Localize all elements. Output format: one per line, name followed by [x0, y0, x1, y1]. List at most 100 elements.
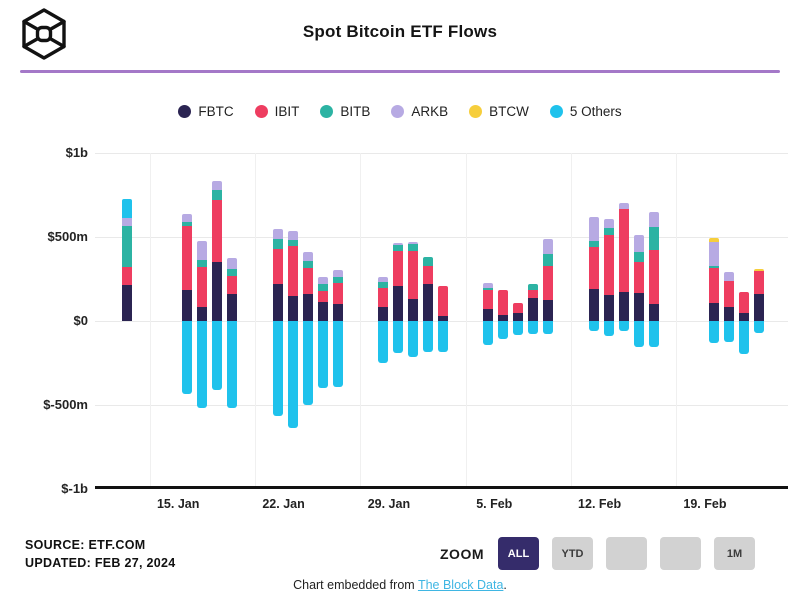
bar-segment-arkb-jan-30[interactable]: [392, 242, 403, 245]
bar-segment-ibit-jan-30[interactable]: [392, 251, 403, 286]
legend-item-arkb[interactable]: ARKB: [391, 104, 448, 119]
legend-item-bitb[interactable]: BITB: [320, 104, 370, 119]
bar-segment-fbtc-feb-7[interactable]: [513, 313, 524, 321]
bar-segment-ibit-jan-23[interactable]: [287, 246, 298, 296]
bar-segment-others-jan-22[interactable]: [272, 321, 283, 416]
bar-segment-arkb-jan-29[interactable]: [377, 277, 388, 283]
bar-segment-fbtc-feb-20[interactable]: [709, 302, 719, 321]
bar-segment-bitb-feb-20[interactable]: [709, 265, 719, 269]
bar-segment-others-feb-14[interactable]: [618, 321, 629, 332]
bar-segment-bitb-feb-13[interactable]: [603, 227, 614, 236]
bar-segment-bitb-jan-26[interactable]: [332, 277, 343, 284]
legend-item-ibit[interactable]: IBIT: [254, 104, 299, 119]
bar-segment-arkb-jan-16[interactable]: [182, 214, 193, 222]
bar-segment-bitb-jan-24[interactable]: [302, 260, 313, 269]
bar-segment-arkb-feb-14[interactable]: [618, 203, 629, 210]
bar-segment-others-jan-24[interactable]: [302, 321, 313, 405]
bar-segment-fbtc-feb-1[interactable]: [423, 284, 434, 321]
bar-segment-others-jan-23[interactable]: [287, 321, 298, 428]
bar-segment-ibit-feb-14[interactable]: [618, 209, 629, 293]
bar-segment-ibit-feb-2[interactable]: [438, 285, 449, 316]
bar-segment-others-feb-20[interactable]: [709, 321, 719, 343]
bar-segment-fbtc-jan-22[interactable]: [272, 284, 283, 321]
bar-segment-fbtc-feb-15[interactable]: [633, 293, 644, 321]
bar-segment-fbtc-jan-12[interactable]: [122, 284, 133, 321]
bar-segment-ibit-feb-1[interactable]: [423, 266, 434, 285]
zoom-button-ytd[interactable]: YTD: [552, 537, 593, 570]
bar-segment-ibit-feb-21[interactable]: [724, 280, 735, 307]
bar-segment-fbtc-jan-18[interactable]: [212, 262, 223, 321]
bar-segment-arkb-jan-12[interactable]: [122, 217, 133, 227]
bar-segment-fbtc-feb-13[interactable]: [603, 294, 614, 321]
bar-segment-others-feb-15[interactable]: [633, 321, 644, 348]
bar-segment-fbtc-feb-2[interactable]: [438, 315, 449, 321]
bar-segment-arkb-jan-22[interactable]: [272, 229, 283, 239]
zoom-button-1m[interactable]: 1M: [714, 537, 755, 570]
bar-segment-btcw-feb-23[interactable]: [754, 268, 765, 272]
bar-segment-fbtc-jan-16[interactable]: [182, 289, 193, 321]
bar-segment-fbtc-jan-26[interactable]: [332, 304, 343, 321]
bar-segment-bitb-feb-1[interactable]: [423, 257, 434, 267]
bar-segment-bitb-feb-16[interactable]: [648, 226, 659, 250]
bar-segment-arkb-jan-19[interactable]: [227, 258, 238, 269]
bar-segment-ibit-jan-18[interactable]: [212, 200, 223, 263]
zoom-button-blank-2[interactable]: [606, 537, 647, 570]
bar-segment-others-feb-13[interactable]: [603, 321, 614, 337]
bar-segment-bitb-jan-12[interactable]: [122, 226, 133, 268]
bar-segment-fbtc-feb-16[interactable]: [648, 304, 659, 321]
bar-segment-others-feb-2[interactable]: [438, 321, 449, 353]
bar-segment-ibit-jan-26[interactable]: [332, 283, 343, 305]
bar-segment-arkb-feb-5[interactable]: [483, 283, 494, 289]
bar-segment-arkb-jan-31[interactable]: [408, 242, 418, 244]
bar-segment-others-feb-5[interactable]: [483, 321, 494, 346]
bar-segment-fbtc-feb-23[interactable]: [754, 294, 765, 321]
bar-segment-arkb-feb-13[interactable]: [603, 218, 614, 228]
bar-segment-fbtc-feb-6[interactable]: [498, 315, 509, 321]
bar-segment-arkb-feb-9[interactable]: [543, 238, 554, 254]
bar-segment-ibit-feb-22[interactable]: [739, 292, 750, 313]
bar-segment-fbtc-feb-8[interactable]: [528, 298, 539, 321]
bar-segment-ibit-jan-19[interactable]: [227, 275, 238, 295]
bar-segment-fbtc-jan-29[interactable]: [377, 306, 388, 321]
bar-segment-others-feb-9[interactable]: [543, 321, 554, 334]
bar-segment-ibit-jan-25[interactable]: [317, 290, 328, 302]
bar-segment-bitb-jan-16[interactable]: [182, 221, 193, 227]
bar-segment-arkb-feb-20[interactable]: [709, 242, 719, 266]
bar-segment-ibit-feb-7[interactable]: [513, 303, 524, 314]
bar-segment-bitb-feb-15[interactable]: [633, 252, 644, 263]
bar-segment-fbtc-jan-23[interactable]: [287, 295, 298, 321]
bar-segment-bitb-feb-8[interactable]: [528, 284, 539, 290]
bar-segment-fbtc-feb-12[interactable]: [588, 289, 599, 321]
zoom-button-all[interactable]: ALL: [498, 537, 539, 570]
bar-segment-others-feb-21[interactable]: [724, 321, 735, 342]
bar-segment-ibit-feb-16[interactable]: [648, 249, 659, 305]
bar-segment-bitb-jan-31[interactable]: [408, 243, 418, 252]
bar-segment-ibit-feb-8[interactable]: [528, 289, 539, 299]
bar-segment-ibit-jan-22[interactable]: [272, 248, 283, 285]
bar-segment-fbtc-feb-5[interactable]: [483, 309, 494, 321]
bar-segment-fbtc-feb-22[interactable]: [739, 312, 750, 321]
bar-segment-ibit-feb-5[interactable]: [483, 289, 494, 310]
bar-segment-others-feb-23[interactable]: [754, 321, 765, 333]
bar-segment-ibit-jan-16[interactable]: [182, 226, 193, 290]
bar-segment-arkb-jan-25[interactable]: [317, 277, 328, 285]
bar-segment-ibit-feb-6[interactable]: [498, 289, 509, 316]
bar-segment-others-jan-16[interactable]: [182, 321, 193, 395]
bar-segment-others-feb-12[interactable]: [588, 321, 599, 332]
bar-segment-others-jan-25[interactable]: [317, 321, 328, 389]
bar-segment-others-feb-22[interactable]: [739, 321, 750, 354]
bar-segment-bitb-jan-30[interactable]: [392, 244, 403, 252]
bar-segment-fbtc-feb-9[interactable]: [543, 300, 554, 321]
bar-segment-fbtc-jan-24[interactable]: [302, 294, 313, 321]
bar-segment-bitb-jan-18[interactable]: [212, 189, 223, 201]
bar-segment-ibit-jan-24[interactable]: [302, 268, 313, 295]
bar-segment-others-jan-19[interactable]: [227, 321, 238, 408]
bar-segment-others-jan-31[interactable]: [408, 321, 418, 358]
bar-segment-bitb-jan-29[interactable]: [377, 282, 388, 289]
bar-segment-others-feb-16[interactable]: [648, 321, 659, 348]
bar-segment-others-jan-17[interactable]: [197, 321, 208, 409]
bar-segment-ibit-jan-31[interactable]: [408, 251, 418, 300]
legend-item-btcw[interactable]: BTCW: [469, 104, 529, 119]
bar-segment-fbtc-feb-21[interactable]: [724, 306, 735, 321]
bar-segment-ibit-feb-20[interactable]: [709, 268, 719, 303]
